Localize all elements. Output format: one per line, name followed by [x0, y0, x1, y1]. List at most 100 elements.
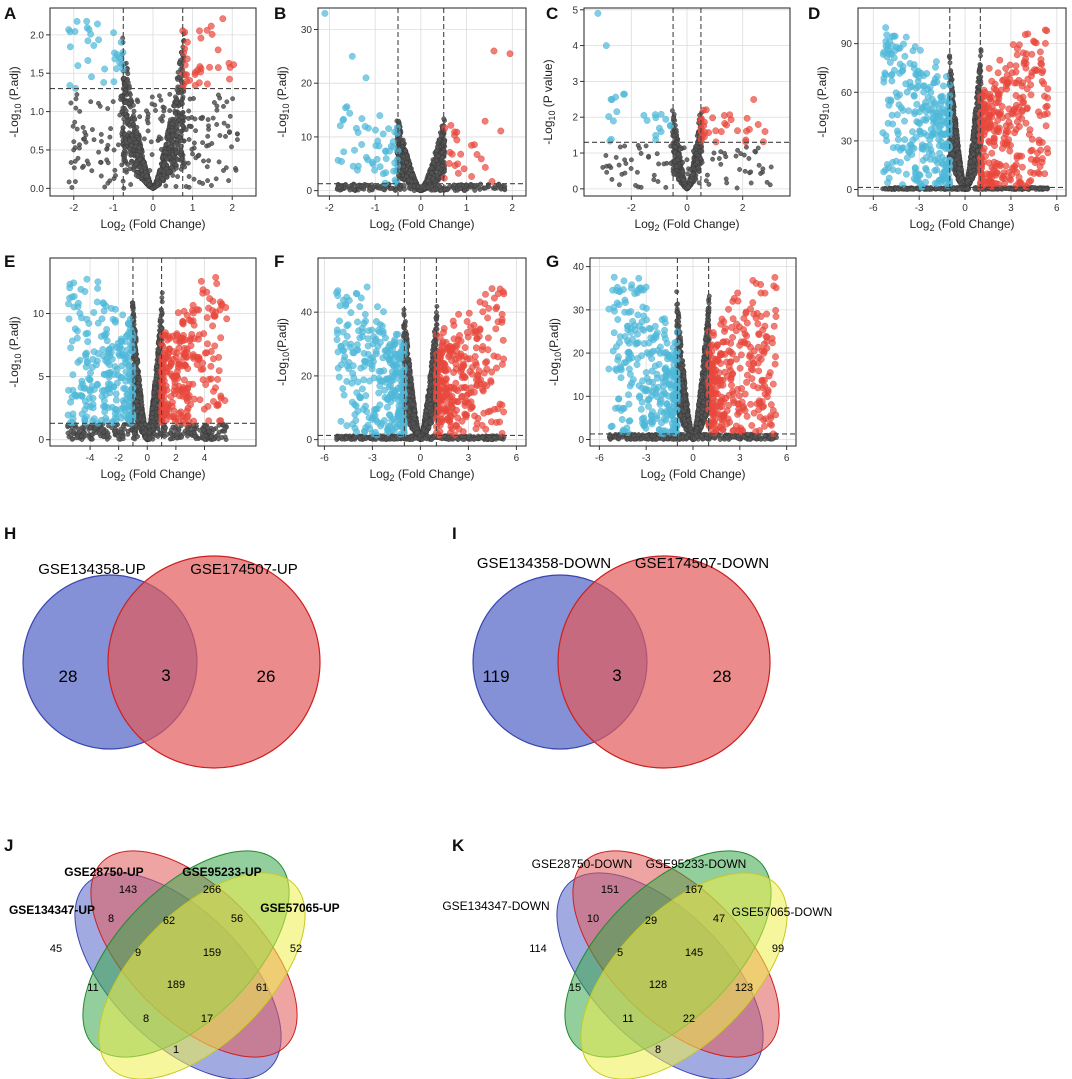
y-axis-label: -Log10 (P value): [541, 59, 557, 144]
data-point-up: [181, 61, 189, 69]
data-point-ns: [118, 97, 124, 102]
data-point-ns: [190, 151, 195, 157]
data-point-down: [901, 52, 909, 60]
data-point-up: [998, 103, 1006, 110]
data-point-ns: [66, 179, 72, 185]
data-point-down: [382, 148, 390, 155]
data-point-ns: [227, 129, 232, 135]
data-point-down: [935, 142, 943, 150]
data-point-down: [608, 96, 616, 104]
data-point-ns: [336, 185, 342, 191]
data-point-ns: [668, 160, 674, 166]
data-point-ns: [407, 183, 413, 189]
data-point-ns: [173, 141, 179, 147]
data-point-ns: [646, 153, 652, 159]
data-point-down: [340, 148, 348, 156]
data-point-ns: [140, 159, 146, 165]
data-point-ns: [187, 96, 193, 102]
data-point-ns: [680, 169, 686, 175]
data-point-up: [717, 128, 725, 136]
plot-background: [318, 8, 526, 196]
data-point-down: [348, 52, 356, 60]
data-point-down: [937, 93, 945, 101]
data-point-ns: [133, 140, 139, 146]
data-point-down: [924, 86, 932, 93]
data-point-ns: [743, 144, 749, 150]
data-point-ns: [722, 150, 728, 156]
data-point-ns: [175, 69, 181, 75]
data-point-down: [605, 113, 613, 121]
data-point-ns: [949, 151, 955, 157]
data-point-ns: [68, 160, 74, 165]
data-point-down: [902, 33, 910, 41]
data-point-down: [101, 65, 109, 73]
data-point-down: [657, 110, 665, 118]
data-point-down: [909, 47, 917, 55]
data-point-ns: [442, 186, 448, 192]
data-point-ns: [173, 184, 179, 189]
data-point-ns: [752, 148, 758, 154]
data-point-up: [1003, 71, 1011, 79]
data-point-ns: [170, 152, 176, 157]
data-point-ns: [193, 155, 199, 161]
data-point-down: [929, 129, 937, 137]
y-tick-label: 1: [572, 149, 578, 160]
data-point-down: [944, 171, 952, 179]
data-point-ns: [135, 152, 140, 158]
data-point-ns: [434, 148, 439, 154]
data-point-ns: [617, 144, 623, 150]
data-point-up: [208, 31, 216, 38]
data-point-ns: [221, 168, 226, 173]
data-point-ns: [638, 184, 644, 190]
data-point-ns: [124, 78, 130, 84]
data-point-up: [183, 38, 191, 46]
data-point-down: [358, 115, 366, 123]
data-point-ns: [123, 167, 129, 173]
data-point-down: [924, 94, 932, 101]
data-point-ns: [396, 118, 402, 124]
data-point-down: [594, 9, 602, 17]
data-point-ns: [227, 113, 233, 119]
data-point-ns: [401, 186, 407, 192]
data-point-down: [94, 20, 101, 28]
x-tick-label: 2: [510, 203, 516, 214]
data-point-down: [882, 71, 889, 79]
data-point-up: [1022, 64, 1030, 72]
data-point-ns: [161, 162, 166, 168]
data-point-down: [923, 70, 931, 77]
data-point-down: [940, 82, 947, 90]
data-point-ns: [622, 170, 628, 176]
data-point-ns: [429, 170, 435, 176]
data-point-down: [885, 101, 893, 109]
data-point-up: [754, 121, 762, 128]
data-point-ns: [403, 148, 408, 153]
data-point-ns: [950, 135, 956, 141]
data-point-ns: [629, 157, 634, 163]
data-point-ns: [651, 172, 657, 178]
data-point-ns: [98, 131, 104, 137]
data-point-up: [196, 63, 204, 70]
data-point-down: [393, 129, 401, 137]
data-point-ns: [746, 156, 752, 161]
data-point-ns: [110, 99, 116, 105]
data-point-ns: [604, 169, 610, 175]
data-point-down: [903, 154, 911, 162]
x-axis-label: Log2 (Fold Change): [100, 217, 205, 233]
data-point-ns: [233, 167, 239, 173]
data-point-ns: [756, 162, 762, 168]
data-point-ns: [716, 156, 722, 161]
data-point-down: [933, 166, 941, 174]
data-point-down: [923, 132, 931, 139]
data-point-ns: [400, 139, 406, 145]
data-point-ns: [208, 183, 214, 188]
data-point-down: [917, 46, 924, 54]
data-point-ns: [607, 163, 612, 169]
y-tick-label: 2.0: [30, 30, 44, 41]
data-point-down: [391, 176, 399, 184]
data-point-down: [66, 82, 74, 89]
data-point-ns: [75, 155, 81, 161]
data-point-ns: [389, 185, 394, 191]
data-point-ns: [130, 122, 136, 128]
